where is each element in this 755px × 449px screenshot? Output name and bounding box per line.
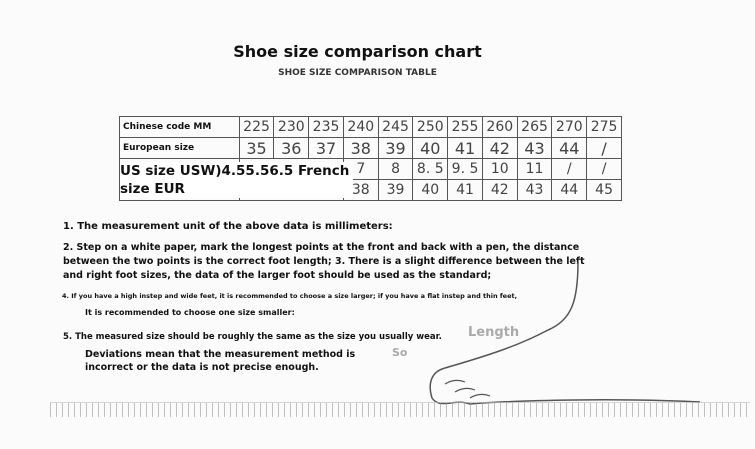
so-label: So	[392, 346, 408, 359]
table-row: European size 35 36 37 38 39 40 41 42 43 44/	[119, 137, 622, 159]
length-label: Length	[468, 325, 520, 340]
table-cell: 8. 5	[412, 158, 449, 180]
note-4-cont: It is recommended to choose one size sma…	[85, 308, 295, 317]
table-cell: 10	[481, 158, 518, 180]
table-cell: 39	[377, 179, 414, 201]
row-label: Chinese code MM	[119, 116, 240, 138]
ruler	[50, 402, 750, 417]
table-cell: 230	[273, 116, 310, 138]
table-cell: 36	[273, 137, 310, 159]
table-cell: 40	[412, 179, 449, 201]
table-cell: 11	[516, 158, 553, 180]
table-cell: 41	[447, 179, 483, 201]
page-subtitle: SHOE SIZE COMPARISON TABLE	[278, 68, 437, 78]
table-cell: 9. 5	[447, 158, 483, 180]
table-cell: 45	[586, 179, 622, 201]
table-cell: 265	[516, 116, 553, 138]
page-title: Shoe size comparison chart	[233, 42, 482, 61]
note-1: 1. The measurement unit of the above dat…	[63, 221, 393, 232]
us-size-label: US size USW)4.55.56.5 French size EUR	[120, 162, 354, 198]
note-5-cont: Deviations mean that the measurement met…	[85, 349, 356, 373]
table-cell: 255	[447, 116, 483, 138]
table-cell: 275	[586, 116, 622, 138]
table-cell: 39	[377, 137, 414, 159]
table-cell: 42	[481, 179, 518, 201]
note-5: 5. The measured size should be roughly t…	[63, 332, 442, 342]
note-4: 4. If you have a high instep and wide fe…	[62, 292, 518, 300]
note-2: 2. Step on a white paper, mark the longe…	[63, 242, 585, 281]
